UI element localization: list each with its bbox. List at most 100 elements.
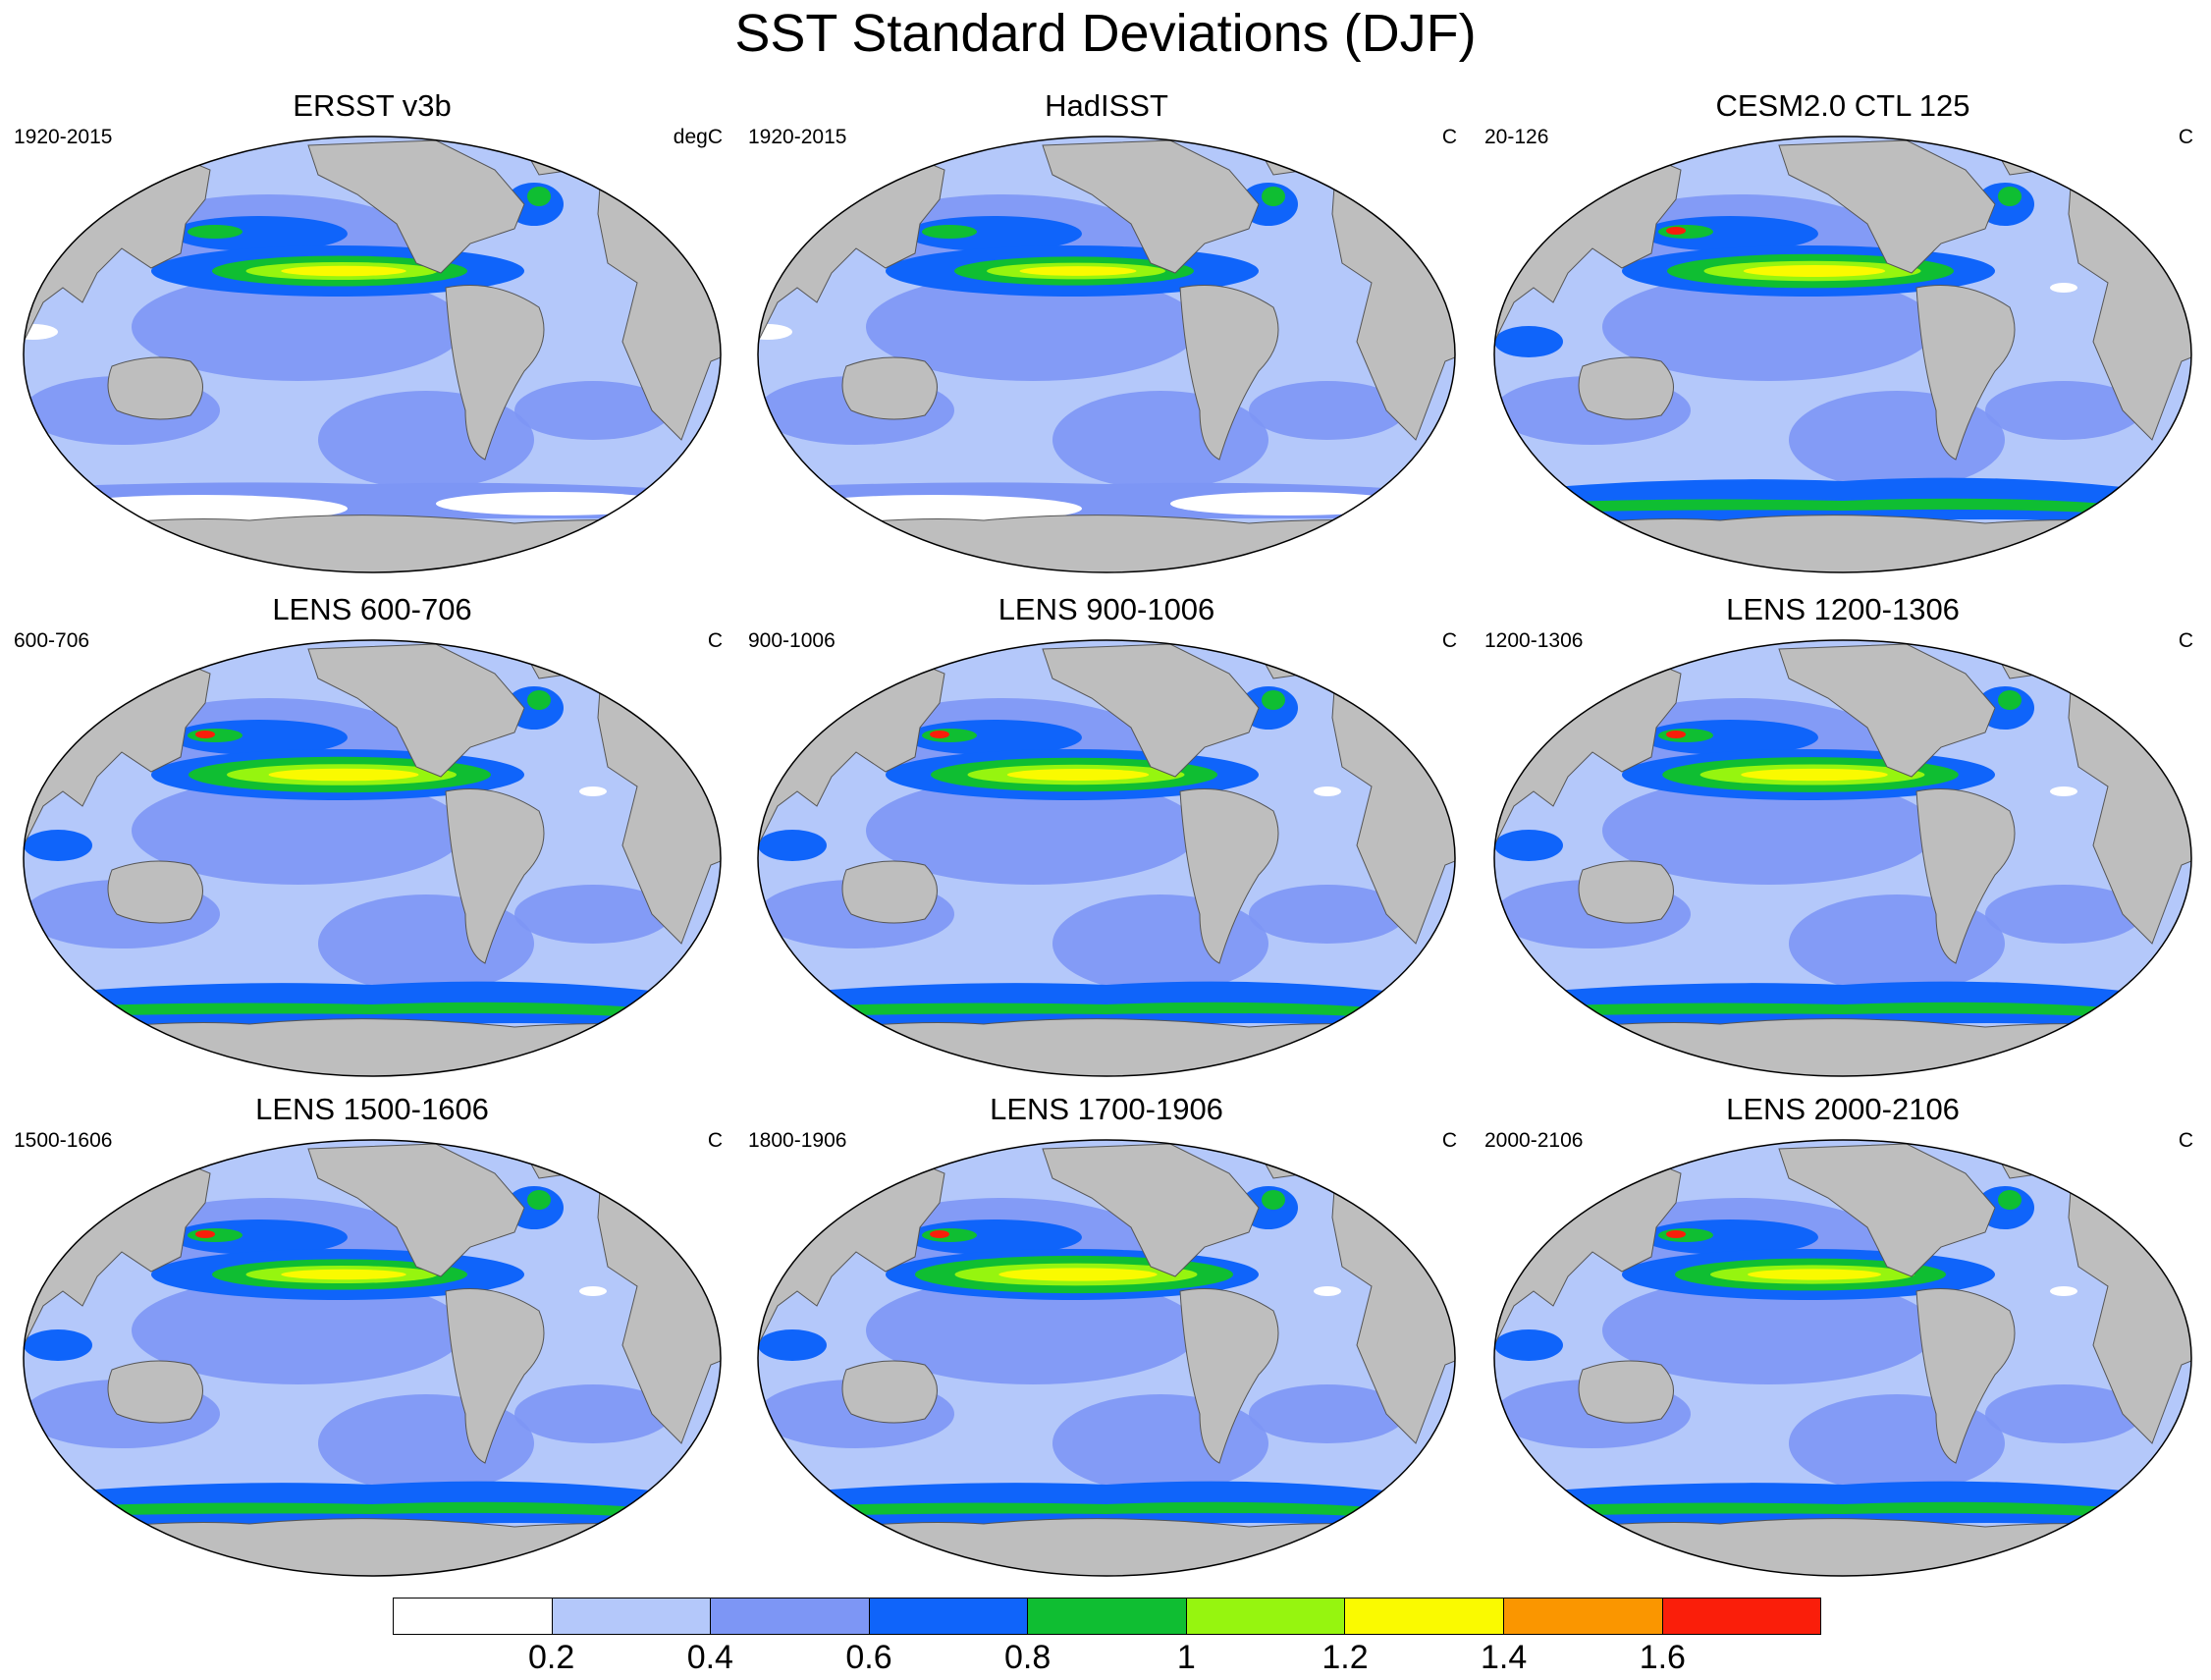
sst-contour-mid [866,1276,1200,1384]
sst-contour-mid [1602,1276,1936,1384]
panel-title: LENS 900-1006 [998,592,1215,626]
map-panel: LENS 1500-1606 1500-1606 C [4,1092,740,1593]
map-panel: CESM2.0 CTL 125 20-126 C [1475,88,2211,589]
sst-contour-mid [1602,273,1936,381]
colorbar [393,1598,1821,1635]
panel-period-label: 20-126 [1484,126,1549,148]
robinson-map [757,1139,1456,1577]
indian-ocean-anomaly [758,830,827,861]
kuroshio-red [930,731,949,738]
sst-contour-white [1170,492,1406,515]
panel-title: LENS 600-706 [272,592,472,626]
gulf-stream-green [1262,1190,1285,1210]
sst-contour-white [2050,786,2077,796]
gulf-stream-green [527,187,551,206]
sst-contour-mid [1249,381,1406,440]
map-panel: LENS 1200-1306 1200-1306 C [1475,592,2211,1093]
panel-units-label: C [1441,1129,1457,1152]
gulf-stream-green [1998,187,2022,206]
sst-contour-white [579,786,607,796]
map-panel: LENS 2000-2106 2000-2106 C [1475,1092,2211,1593]
enso-yellow [1743,265,1886,277]
sst-contour-mid [1249,885,1406,944]
robinson-map [757,135,1456,573]
panel-period-label: 1200-1306 [1484,629,1584,652]
kuroshio-red [930,1230,949,1238]
panel-units-label: C [2178,126,2193,148]
land-mass [758,1518,1455,1576]
sst-contour-white [1314,1286,1341,1296]
land-mass [841,1360,938,1424]
colorbar-box [1503,1599,1663,1634]
robinson-map [757,639,1456,1077]
map-border [1493,1139,2192,1577]
southern-ocean-green [778,1002,1426,1020]
map-border [757,135,1456,573]
figure-title: SST Standard Deviations (DJF) [734,4,1477,63]
enso-yellow [1006,769,1150,781]
robinson-map [23,135,722,573]
sst-contour-mid [514,381,672,440]
kuroshio-red [1666,731,1686,738]
land-mass [445,1288,545,1464]
sst-contour-white [579,1286,607,1296]
land-mass [841,860,938,924]
colorbar-tick-label: 0.8 [1004,1639,1052,1676]
map-border [23,639,722,1077]
enso-yellow [1748,1269,1881,1280]
kuroshio-green [188,225,243,239]
sst-contour-mid [866,273,1200,381]
gulf-stream-green [1262,187,1285,206]
colorbar-box [1345,1599,1504,1634]
land-mass [1494,515,2191,572]
land-mass [1778,139,1996,274]
southern-ocean-green [43,1501,691,1520]
robinson-map [1493,1139,2192,1577]
land-mass [307,643,525,778]
map-border [1493,639,2192,1077]
land-mass [24,1018,721,1076]
kuroshio-red [195,1230,215,1238]
map-border [1493,135,2192,573]
sst-contour-mid [1985,885,2142,944]
colorbar-tick-label: 0.2 [528,1639,575,1676]
land-mass [1778,1143,1996,1277]
panel-period-label: 1800-1906 [748,1129,847,1152]
panel-title: LENS 1500-1606 [255,1092,489,1126]
colorbar-tick-label: 1.4 [1481,1639,1528,1676]
sst-contour-mid [132,1276,465,1384]
sst-contour-white [2050,283,2077,293]
land-mass [307,1143,525,1277]
panel-units-label: C [707,1129,723,1152]
panel-period-label: 900-1006 [748,629,836,652]
colorbar-tick-label: 1.6 [1639,1639,1686,1676]
gulf-stream-green [1998,690,2022,710]
map-panel: ERSST v3b 1920-2015 degC [4,88,740,589]
panel-title: ERSST v3b [293,88,452,123]
land-mass [841,356,938,420]
land-mass [1042,643,1260,778]
land-mass [1578,356,1674,420]
panel-units-label: C [707,629,723,652]
colorbar-box [711,1599,870,1634]
sst-contour-white [758,324,792,340]
robinson-map [1493,135,2192,573]
panel-period-label: 1500-1606 [14,1129,113,1152]
kuroshio-red [195,731,215,738]
map-border [23,135,722,573]
gulf-stream-green [1262,690,1285,710]
southern-ocean-green [1514,1002,2162,1020]
kuroshio-red [1666,1230,1686,1238]
panel-title: CESM2.0 CTL 125 [1715,88,1970,123]
robinson-map [23,1139,722,1577]
enso-yellow [281,265,406,277]
panel-period-label: 600-706 [14,629,90,652]
southern-ocean-green [1514,1501,2162,1520]
panel-units-label: C [1441,629,1457,652]
land-mass [1179,788,1279,964]
indian-ocean-anomaly [24,830,92,861]
gulf-stream-green [527,1190,551,1210]
land-mass [758,1018,1455,1076]
land-mass [107,860,203,924]
land-mass [1915,1288,2016,1464]
